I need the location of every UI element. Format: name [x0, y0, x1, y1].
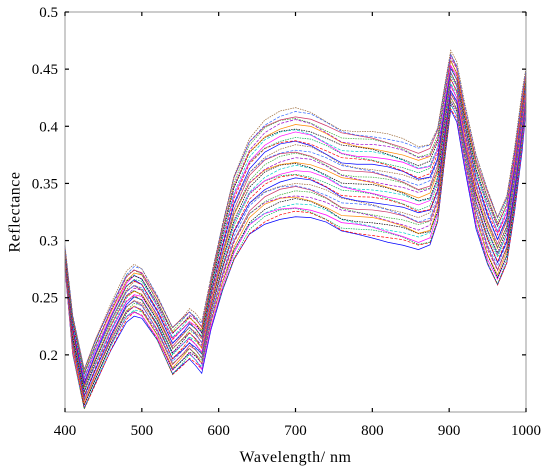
spectrum-line: [64, 53, 527, 371]
spectrum-line: [64, 85, 527, 398]
spectrum-line: [64, 102, 527, 405]
y-tick-label: 0.45: [32, 62, 58, 78]
y-tick-label: 0.2: [39, 348, 58, 364]
x-tick-label: 400: [54, 423, 77, 439]
spectrum-line: [64, 58, 527, 376]
spectrum-line: [64, 89, 527, 398]
x-axis-title: Wavelength/ nm: [240, 449, 352, 466]
y-tick-label: 0.35: [32, 176, 58, 192]
spectrum-line: [64, 78, 527, 388]
spectrum-line: [64, 90, 527, 397]
spectrum-line: [64, 74, 527, 390]
y-tick-label: 0.3: [39, 234, 58, 250]
spectrum-line: [64, 53, 527, 371]
spectrum-line: [64, 52, 527, 374]
spectrum-line: [64, 100, 527, 407]
x-tick-label: 700: [284, 423, 307, 439]
spectrum-line: [64, 96, 527, 401]
x-tick-label: 900: [438, 423, 461, 439]
spectrum-line: [64, 108, 527, 410]
y-tick-label: 0.5: [39, 5, 58, 21]
series-layer: [64, 49, 527, 411]
spectrum-line: [64, 92, 527, 403]
spectrum-line: [64, 59, 527, 380]
y-axis-title: Reflectance: [7, 172, 24, 253]
spectrum-line: [64, 77, 527, 389]
spectrum-line: [64, 59, 527, 375]
spectrum-line: [64, 78, 527, 393]
x-tick-label: 1000: [511, 423, 541, 439]
spectrum-line: [64, 49, 527, 372]
spectrum-line: [64, 89, 527, 400]
plot-frame: [64, 11, 527, 413]
spectrum-line: [64, 96, 527, 402]
spectrum-line: [64, 96, 527, 405]
y-tick-label: 0.25: [32, 291, 58, 307]
spectrum-line: [64, 64, 527, 382]
ticks-layer: [64, 11, 527, 412]
x-tick-label: 500: [131, 423, 154, 439]
spectrum-line: [64, 71, 527, 384]
spectrum-line: [64, 101, 527, 407]
y-tick-labels: 0.2 0.25 0.3 0.35 0.4 0.45 0.5: [32, 5, 59, 364]
x-tick-label: 600: [207, 423, 230, 439]
y-tick-label: 0.4: [39, 119, 58, 135]
x-tick-label: 800: [361, 423, 384, 439]
spectrum-line: [64, 65, 527, 379]
spectrum-line: [64, 84, 527, 392]
spectrum-line: [64, 83, 527, 394]
spectrum-line: [64, 71, 527, 384]
x-tick-labels: 400 500 600 700 800 900 1000: [54, 423, 541, 439]
